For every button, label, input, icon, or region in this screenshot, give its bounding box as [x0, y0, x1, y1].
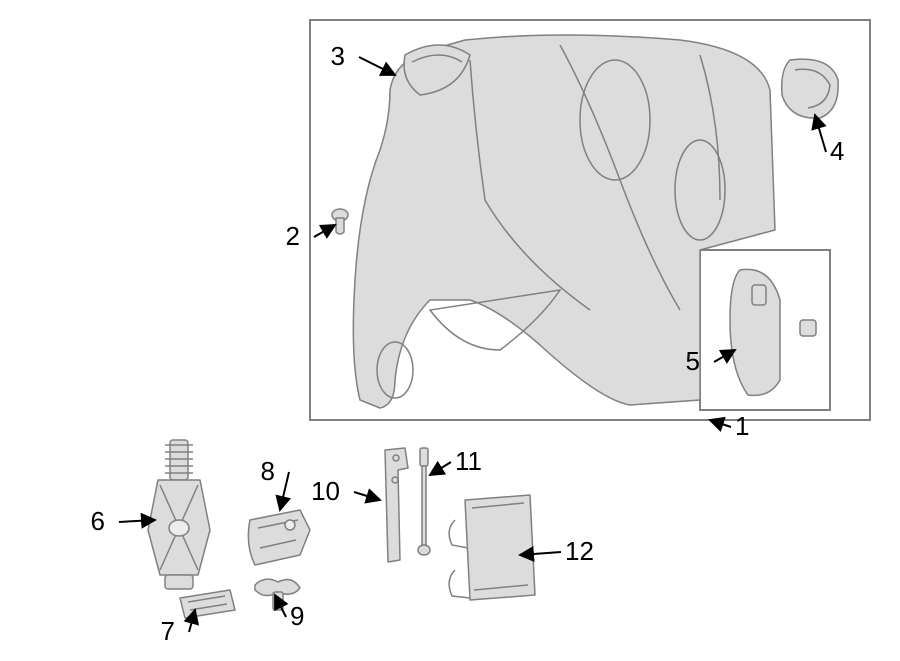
callout-number-3: 3 — [331, 41, 345, 71]
callout-number-8: 8 — [261, 456, 275, 486]
part-extension-rod — [418, 448, 430, 555]
callout-arrow-2 — [314, 225, 335, 237]
callout-number-2: 2 — [286, 221, 300, 251]
callout-number-12: 12 — [565, 536, 594, 566]
callout-arrow-10 — [354, 492, 380, 500]
callout-number-1: 1 — [735, 411, 749, 441]
part-bezel — [782, 59, 839, 118]
part-jack-pad — [180, 590, 235, 618]
callout-number-10: 10 — [311, 476, 340, 506]
callout-arrow-3 — [359, 57, 395, 75]
parts-diagram: 123456789101112 — [0, 0, 900, 661]
part-clip — [332, 209, 348, 234]
part-wrench — [385, 448, 408, 562]
callout-number-5: 5 — [686, 346, 700, 376]
part-bracket — [248, 510, 310, 565]
callout-number-11: 11 — [455, 446, 482, 476]
callout-arrow-4 — [815, 115, 826, 152]
callout-arrow-11 — [430, 462, 451, 475]
callout-number-9: 9 — [290, 601, 304, 631]
callout-number-6: 6 — [91, 506, 105, 536]
callout-arrow-1 — [710, 420, 731, 427]
part-storage-board — [449, 495, 535, 600]
part-pull-handle — [730, 269, 816, 395]
callout-arrow-8 — [280, 472, 289, 510]
part-jack — [148, 440, 210, 589]
callout-number-4: 4 — [830, 136, 844, 166]
callout-number-7: 7 — [161, 616, 175, 646]
callout-arrow-5 — [714, 350, 735, 362]
